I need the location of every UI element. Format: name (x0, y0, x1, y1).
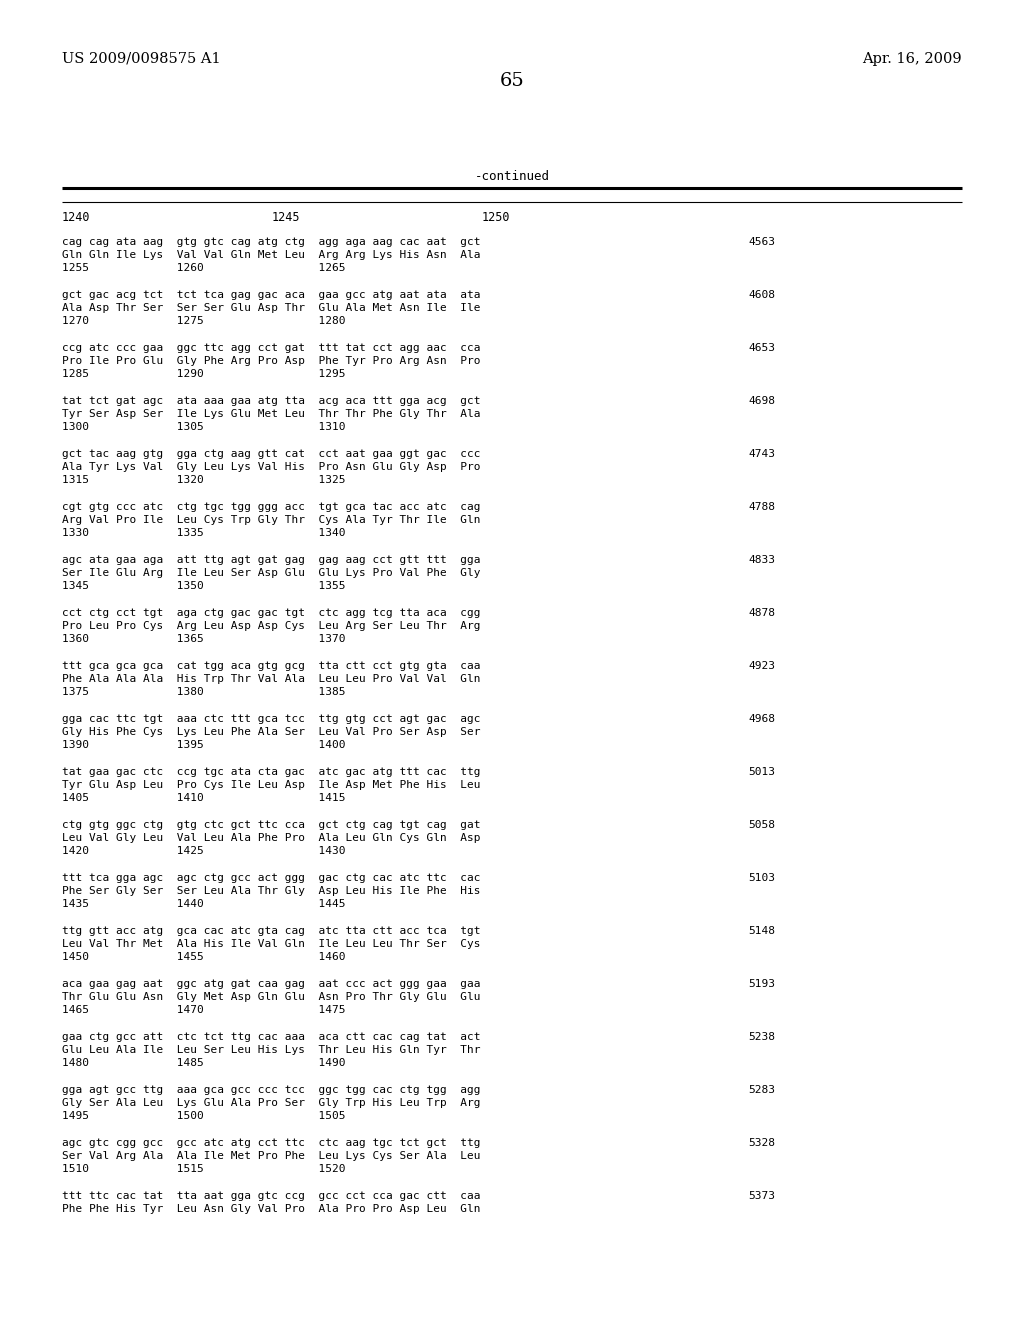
Text: Ala Asp Thr Ser  Ser Ser Glu Asp Thr  Glu Ala Met Asn Ile  Ile: Ala Asp Thr Ser Ser Ser Glu Asp Thr Glu … (62, 304, 480, 313)
Text: Tyr Ser Asp Ser  Ile Lys Glu Met Leu  Thr Thr Phe Gly Thr  Ala: Tyr Ser Asp Ser Ile Lys Glu Met Leu Thr … (62, 409, 480, 418)
Text: tat gaa gac ctc  ccg tgc ata cta gac  atc gac atg ttt cac  ttg: tat gaa gac ctc ccg tgc ata cta gac atc … (62, 767, 480, 777)
Text: 65: 65 (500, 73, 524, 90)
Text: 5013: 5013 (748, 767, 775, 777)
Text: 5373: 5373 (748, 1191, 775, 1201)
Text: 1510             1515                 1520: 1510 1515 1520 (62, 1164, 345, 1173)
Text: 4563: 4563 (748, 238, 775, 247)
Text: -continued: -continued (474, 170, 550, 183)
Text: 1315             1320                 1325: 1315 1320 1325 (62, 475, 345, 484)
Text: 4743: 4743 (748, 449, 775, 459)
Text: Apr. 16, 2009: Apr. 16, 2009 (862, 51, 962, 66)
Text: 4788: 4788 (748, 502, 775, 512)
Text: 5283: 5283 (748, 1085, 775, 1096)
Text: Gly His Phe Cys  Lys Leu Phe Ala Ser  Leu Val Pro Ser Asp  Ser: Gly His Phe Cys Lys Leu Phe Ala Ser Leu … (62, 727, 480, 737)
Text: cgt gtg ccc atc  ctg tgc tgg ggg acc  tgt gca tac acc atc  cag: cgt gtg ccc atc ctg tgc tgg ggg acc tgt … (62, 502, 480, 512)
Text: 5328: 5328 (748, 1138, 775, 1148)
Text: 1285             1290                 1295: 1285 1290 1295 (62, 370, 345, 379)
Text: Thr Glu Glu Asn  Gly Met Asp Gln Glu  Asn Pro Thr Gly Glu  Glu: Thr Glu Glu Asn Gly Met Asp Gln Glu Asn … (62, 993, 480, 1002)
Text: 4923: 4923 (748, 661, 775, 671)
Text: Glu Leu Ala Ile  Leu Ser Leu His Lys  Thr Leu His Gln Tyr  Thr: Glu Leu Ala Ile Leu Ser Leu His Lys Thr … (62, 1045, 480, 1055)
Text: aca gaa gag aat  ggc atg gat caa gag  aat ccc act ggg gaa  gaa: aca gaa gag aat ggc atg gat caa gag aat … (62, 979, 480, 989)
Text: 4833: 4833 (748, 554, 775, 565)
Text: cag cag ata aag  gtg gtc cag atg ctg  agg aga aag cac aat  gct: cag cag ata aag gtg gtc cag atg ctg agg … (62, 238, 480, 247)
Text: 1480             1485                 1490: 1480 1485 1490 (62, 1059, 345, 1068)
Text: Phe Ser Gly Ser  Ser Leu Ala Thr Gly  Asp Leu His Ile Phe  His: Phe Ser Gly Ser Ser Leu Ala Thr Gly Asp … (62, 886, 480, 896)
Text: Phe Ala Ala Ala  His Trp Thr Val Ala  Leu Leu Pro Val Val  Gln: Phe Ala Ala Ala His Trp Thr Val Ala Leu … (62, 675, 480, 684)
Text: 1270             1275                 1280: 1270 1275 1280 (62, 315, 345, 326)
Text: Pro Ile Pro Glu  Gly Phe Arg Pro Asp  Phe Tyr Pro Arg Asn  Pro: Pro Ile Pro Glu Gly Phe Arg Pro Asp Phe … (62, 356, 480, 366)
Text: 4653: 4653 (748, 343, 775, 352)
Text: 1240: 1240 (62, 211, 90, 224)
Text: agc ata gaa aga  att ttg agt gat gag  gag aag cct gtt ttt  gga: agc ata gaa aga att ttg agt gat gag gag … (62, 554, 480, 565)
Text: Ser Ile Glu Arg  Ile Leu Ser Asp Glu  Glu Lys Pro Val Phe  Gly: Ser Ile Glu Arg Ile Leu Ser Asp Glu Glu … (62, 568, 480, 578)
Text: Ser Val Arg Ala  Ala Ile Met Pro Phe  Leu Lys Cys Ser Ala  Leu: Ser Val Arg Ala Ala Ile Met Pro Phe Leu … (62, 1151, 480, 1162)
Text: ttt tca gga agc  agc ctg gcc act ggg  gac ctg cac atc ttc  cac: ttt tca gga agc agc ctg gcc act ggg gac … (62, 873, 480, 883)
Text: gaa ctg gcc att  ctc tct ttg cac aaa  aca ctt cac cag tat  act: gaa ctg gcc att ctc tct ttg cac aaa aca … (62, 1032, 480, 1041)
Text: Gln Gln Ile Lys  Val Val Gln Met Leu  Arg Arg Lys His Asn  Ala: Gln Gln Ile Lys Val Val Gln Met Leu Arg … (62, 249, 480, 260)
Text: 1450             1455                 1460: 1450 1455 1460 (62, 952, 345, 962)
Text: 1390             1395                 1400: 1390 1395 1400 (62, 741, 345, 750)
Text: Leu Val Gly Leu  Val Leu Ala Phe Pro  Ala Leu Gln Cys Gln  Asp: Leu Val Gly Leu Val Leu Ala Phe Pro Ala … (62, 833, 480, 843)
Text: Pro Leu Pro Cys  Arg Leu Asp Asp Cys  Leu Arg Ser Leu Thr  Arg: Pro Leu Pro Cys Arg Leu Asp Asp Cys Leu … (62, 620, 480, 631)
Text: 1345             1350                 1355: 1345 1350 1355 (62, 581, 345, 591)
Text: 1435             1440                 1445: 1435 1440 1445 (62, 899, 345, 909)
Text: 1250: 1250 (482, 211, 511, 224)
Text: 4608: 4608 (748, 290, 775, 300)
Text: agc gtc cgg gcc  gcc atc atg cct ttc  ctc aag tgc tct gct  ttg: agc gtc cgg gcc gcc atc atg cct ttc ctc … (62, 1138, 480, 1148)
Text: 5058: 5058 (748, 820, 775, 830)
Text: ttt gca gca gca  cat tgg aca gtg gcg  tta ctt cct gtg gta  caa: ttt gca gca gca cat tgg aca gtg gcg tta … (62, 661, 480, 671)
Text: 5103: 5103 (748, 873, 775, 883)
Text: tat tct gat agc  ata aaa gaa atg tta  acg aca ttt gga acg  gct: tat tct gat agc ata aaa gaa atg tta acg … (62, 396, 480, 407)
Text: 4698: 4698 (748, 396, 775, 407)
Text: 5148: 5148 (748, 927, 775, 936)
Text: gga agt gcc ttg  aaa gca gcc ccc tcc  ggc tgg cac ctg tgg  agg: gga agt gcc ttg aaa gca gcc ccc tcc ggc … (62, 1085, 480, 1096)
Text: 1420             1425                 1430: 1420 1425 1430 (62, 846, 345, 855)
Text: 1375             1380                 1385: 1375 1380 1385 (62, 686, 345, 697)
Text: Gly Ser Ala Leu  Lys Glu Ala Pro Ser  Gly Trp His Leu Trp  Arg: Gly Ser Ala Leu Lys Glu Ala Pro Ser Gly … (62, 1098, 480, 1107)
Text: Arg Val Pro Ile  Leu Cys Trp Gly Thr  Cys Ala Tyr Thr Ile  Gln: Arg Val Pro Ile Leu Cys Trp Gly Thr Cys … (62, 515, 480, 525)
Text: 4878: 4878 (748, 609, 775, 618)
Text: ttt ttc cac tat  tta aat gga gtc ccg  gcc cct cca gac ctt  caa: ttt ttc cac tat tta aat gga gtc ccg gcc … (62, 1191, 480, 1201)
Text: 1245: 1245 (272, 211, 300, 224)
Text: 1465             1470                 1475: 1465 1470 1475 (62, 1005, 345, 1015)
Text: Leu Val Thr Met  Ala His Ile Val Gln  Ile Leu Leu Thr Ser  Cys: Leu Val Thr Met Ala His Ile Val Gln Ile … (62, 939, 480, 949)
Text: 4968: 4968 (748, 714, 775, 723)
Text: Ala Tyr Lys Val  Gly Leu Lys Val His  Pro Asn Glu Gly Asp  Pro: Ala Tyr Lys Val Gly Leu Lys Val His Pro … (62, 462, 480, 473)
Text: US 2009/0098575 A1: US 2009/0098575 A1 (62, 51, 220, 66)
Text: cct ctg cct tgt  aga ctg gac gac tgt  ctc agg tcg tta aca  cgg: cct ctg cct tgt aga ctg gac gac tgt ctc … (62, 609, 480, 618)
Text: 1330             1335                 1340: 1330 1335 1340 (62, 528, 345, 539)
Text: 1405             1410                 1415: 1405 1410 1415 (62, 793, 345, 803)
Text: 5193: 5193 (748, 979, 775, 989)
Text: ttg gtt acc atg  gca cac atc gta cag  atc tta ctt acc tca  tgt: ttg gtt acc atg gca cac atc gta cag atc … (62, 927, 480, 936)
Text: Phe Phe His Tyr  Leu Asn Gly Val Pro  Ala Pro Pro Asp Leu  Gln: Phe Phe His Tyr Leu Asn Gly Val Pro Ala … (62, 1204, 480, 1214)
Text: 1495             1500                 1505: 1495 1500 1505 (62, 1111, 345, 1121)
Text: 1255             1260                 1265: 1255 1260 1265 (62, 263, 345, 273)
Text: gga cac ttc tgt  aaa ctc ttt gca tcc  ttg gtg cct agt gac  agc: gga cac ttc tgt aaa ctc ttt gca tcc ttg … (62, 714, 480, 723)
Text: 5238: 5238 (748, 1032, 775, 1041)
Text: 1300             1305                 1310: 1300 1305 1310 (62, 422, 345, 432)
Text: 1360             1365                 1370: 1360 1365 1370 (62, 634, 345, 644)
Text: ccg atc ccc gaa  ggc ttc agg cct gat  ttt tat cct agg aac  cca: ccg atc ccc gaa ggc ttc agg cct gat ttt … (62, 343, 480, 352)
Text: gct gac acg tct  tct tca gag gac aca  gaa gcc atg aat ata  ata: gct gac acg tct tct tca gag gac aca gaa … (62, 290, 480, 300)
Text: gct tac aag gtg  gga ctg aag gtt cat  cct aat gaa ggt gac  ccc: gct tac aag gtg gga ctg aag gtt cat cct … (62, 449, 480, 459)
Text: Tyr Glu Asp Leu  Pro Cys Ile Leu Asp  Ile Asp Met Phe His  Leu: Tyr Glu Asp Leu Pro Cys Ile Leu Asp Ile … (62, 780, 480, 789)
Text: ctg gtg ggc ctg  gtg ctc gct ttc cca  gct ctg cag tgt cag  gat: ctg gtg ggc ctg gtg ctc gct ttc cca gct … (62, 820, 480, 830)
